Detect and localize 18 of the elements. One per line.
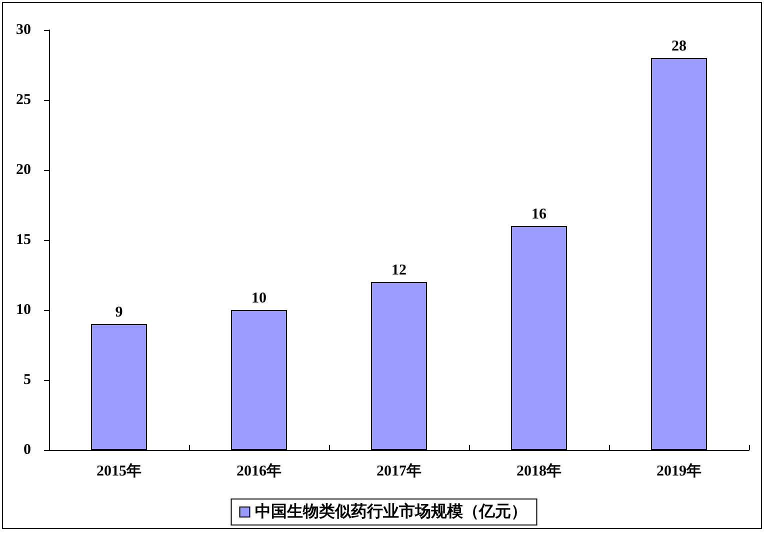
y-tick-label: 20 [16,162,31,178]
data-label: 10 [252,290,266,306]
data-label: 9 [115,304,123,320]
y-tick-label: 10 [16,302,31,318]
y-tick-label: 25 [16,92,31,108]
y-tick-label: 15 [16,232,31,248]
y-tick-label: 5 [24,372,31,388]
x-tick-label: 2019年 [656,462,702,480]
data-label: 28 [672,38,686,54]
x-tick-label: 2016年 [236,462,282,480]
y-tick-label: 30 [16,22,31,38]
y-tick-label: 0 [24,442,31,458]
x-tick-label: 2017年 [376,462,422,480]
data-label: 12 [392,262,406,278]
data-label: 16 [532,206,547,222]
x-tick-label: 2018年 [516,462,562,480]
legend-label: 中国生物类似药行业市场规模（亿元） [254,502,527,520]
x-tick-label: 2015年 [96,462,142,480]
